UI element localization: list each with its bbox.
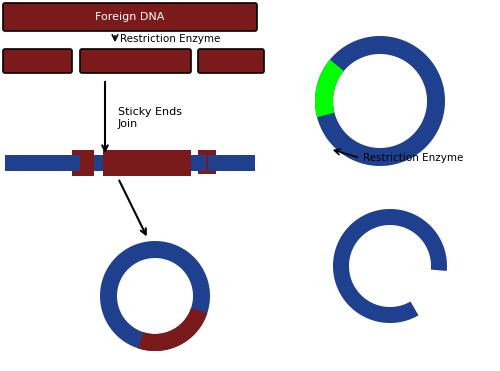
Bar <box>95 155 103 171</box>
Bar <box>191 155 199 171</box>
Bar <box>72 150 94 176</box>
FancyBboxPatch shape <box>80 49 191 73</box>
FancyBboxPatch shape <box>3 49 72 73</box>
Bar <box>198 150 216 174</box>
Text: Restriction Enzyme: Restriction Enzyme <box>363 153 464 163</box>
Bar <box>208 155 216 171</box>
Polygon shape <box>315 60 344 117</box>
Bar <box>198 155 206 171</box>
Bar <box>103 150 191 176</box>
FancyBboxPatch shape <box>198 49 264 73</box>
Bar <box>222 155 255 171</box>
FancyBboxPatch shape <box>3 3 257 31</box>
Polygon shape <box>100 241 210 351</box>
Polygon shape <box>138 308 207 351</box>
Bar <box>5 155 255 171</box>
Bar <box>72 155 80 171</box>
Bar <box>5 155 70 171</box>
Text: Sticky Ends
Join: Sticky Ends Join <box>118 107 182 129</box>
Text: Foreign DNA: Foreign DNA <box>96 12 164 22</box>
Polygon shape <box>315 36 445 166</box>
Text: Restriction Enzyme: Restriction Enzyme <box>120 34 220 44</box>
Polygon shape <box>333 209 447 323</box>
